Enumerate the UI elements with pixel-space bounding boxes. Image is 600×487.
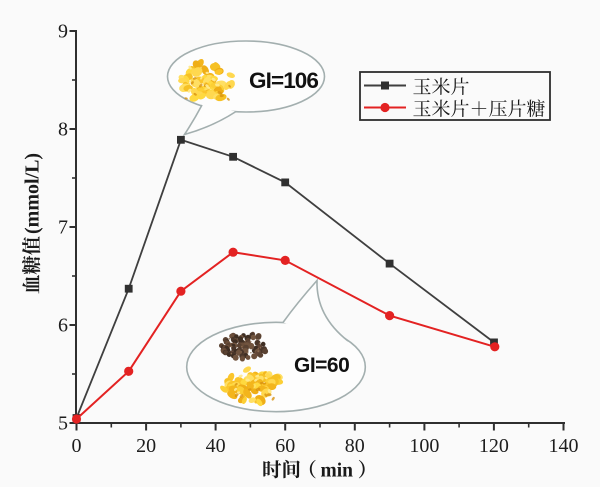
svg-text:20: 20 bbox=[136, 435, 156, 457]
svg-text:GI=60: GI=60 bbox=[294, 354, 349, 377]
svg-text:8: 8 bbox=[58, 119, 68, 141]
svg-text:40: 40 bbox=[206, 435, 226, 457]
svg-text:0: 0 bbox=[72, 435, 82, 457]
svg-text:7: 7 bbox=[58, 217, 68, 239]
svg-text:120: 120 bbox=[479, 435, 509, 457]
svg-text:60: 60 bbox=[275, 435, 295, 457]
svg-text:min: min bbox=[321, 461, 354, 482]
svg-text:100: 100 bbox=[409, 435, 439, 457]
svg-text:80: 80 bbox=[345, 435, 365, 457]
svg-text:140: 140 bbox=[549, 435, 579, 457]
svg-text:9: 9 bbox=[58, 21, 68, 43]
svg-text:5: 5 bbox=[58, 413, 68, 435]
svg-text:6: 6 bbox=[58, 315, 68, 337]
svg-text:(mmol/L): (mmol/L) bbox=[22, 153, 44, 234]
svg-text:GI=106: GI=106 bbox=[249, 68, 318, 93]
